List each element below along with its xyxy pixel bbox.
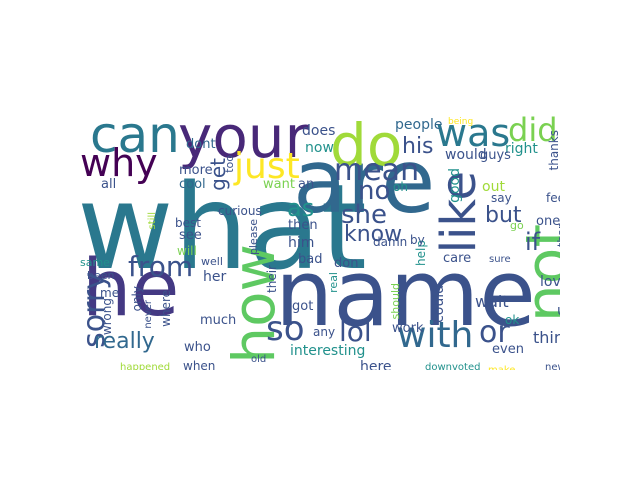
word-with: with [397, 315, 474, 356]
word-got: got [292, 299, 314, 314]
word-she: she [341, 200, 388, 230]
word-who: who [184, 340, 211, 355]
word-can: can [90, 110, 180, 164]
word-cloud: what are name he your can do was did why just mean l… [80, 110, 560, 370]
word-me: me [100, 286, 120, 300]
word-please: please [247, 219, 260, 256]
word-know: know [344, 222, 403, 247]
word-think: think [533, 328, 560, 347]
word-an: an [298, 177, 315, 192]
word-than: than [555, 222, 560, 247]
word-do: do [330, 111, 403, 179]
word-only: only [130, 286, 144, 312]
word-much: much [200, 313, 237, 328]
word-no: no [358, 176, 391, 206]
word-go: go [510, 219, 524, 232]
word-never: never [143, 300, 154, 329]
word-him: him [288, 235, 315, 251]
word-mean: mean [334, 153, 420, 188]
word-being: being [448, 117, 474, 127]
word-care: care [443, 251, 472, 266]
word-what: what [80, 158, 367, 296]
word-here: here [360, 359, 392, 370]
word-really: really [94, 329, 155, 354]
word-by: by [410, 233, 425, 247]
word-good: good [447, 168, 463, 203]
word-still: still [147, 212, 158, 230]
word-people: people [395, 117, 443, 133]
word-or: or [479, 315, 510, 350]
word-curious: curious [218, 204, 262, 218]
word-then: then [288, 218, 318, 233]
word-make: make [488, 366, 515, 371]
word-his: his [402, 134, 434, 159]
word-cool: cool [179, 177, 206, 192]
word-was: was [436, 111, 511, 155]
word-but: but [485, 203, 522, 228]
word-are: are [293, 130, 436, 233]
word-dont: dont [186, 137, 216, 152]
word-should: should [389, 283, 402, 320]
word-ok: ok [505, 313, 520, 327]
word-been: been [87, 269, 115, 282]
word-would: would [445, 147, 487, 163]
word-best: best [175, 216, 201, 230]
word-more: more [179, 163, 213, 178]
word-out: out [482, 179, 505, 195]
word-your: your [178, 110, 309, 171]
word-just: just [234, 146, 300, 187]
word-as: as [287, 194, 315, 222]
word-why: why [80, 141, 158, 185]
word-damn: damn [373, 235, 408, 249]
word-from: from [128, 250, 194, 283]
word-sure: sure [489, 254, 511, 265]
word-their: their [265, 265, 279, 293]
word-all: all [101, 177, 117, 192]
word-downvoted: downvoted [425, 362, 481, 371]
word-say: say [491, 191, 512, 205]
word-don: don [334, 256, 359, 271]
word-same: same [80, 256, 110, 269]
word-too: too [223, 155, 236, 173]
word-does: does [302, 123, 336, 139]
word-lol: lol [339, 315, 372, 348]
word-her: her [203, 269, 227, 285]
word-feel: feel [546, 191, 560, 205]
word-real: real [327, 272, 340, 293]
word-even: even [492, 342, 524, 357]
word-work: work [392, 321, 424, 336]
word-right: right [505, 141, 538, 157]
word-did: did [508, 111, 558, 149]
word-thanks: thanks [547, 130, 560, 171]
word-well: well [201, 255, 223, 268]
word-where: where [159, 290, 173, 327]
word-one: one [536, 214, 560, 229]
word-will: will [177, 244, 197, 258]
word-old: old [251, 354, 267, 365]
word-when: when [183, 359, 216, 370]
word-so: so [266, 309, 305, 349]
word-happened: happened [120, 362, 171, 371]
word-any: any [313, 325, 336, 339]
word-wrong: wrong [100, 298, 114, 336]
word-he: he [82, 244, 180, 334]
word-if: if [525, 228, 541, 256]
word-see: see [179, 228, 202, 243]
word-want: want [263, 177, 295, 192]
word-new: new [545, 362, 560, 371]
word-guys: guys [480, 148, 511, 163]
word-oh: oh [393, 180, 408, 194]
word-up: up [557, 304, 560, 318]
word-now: now [305, 140, 334, 156]
word-name: name [275, 240, 536, 347]
word-wait: wait [475, 292, 509, 311]
word-interesting: interesting [290, 343, 366, 359]
word-bad: bad [298, 252, 323, 267]
word-love: love [540, 274, 560, 290]
word-could: could [431, 285, 447, 323]
